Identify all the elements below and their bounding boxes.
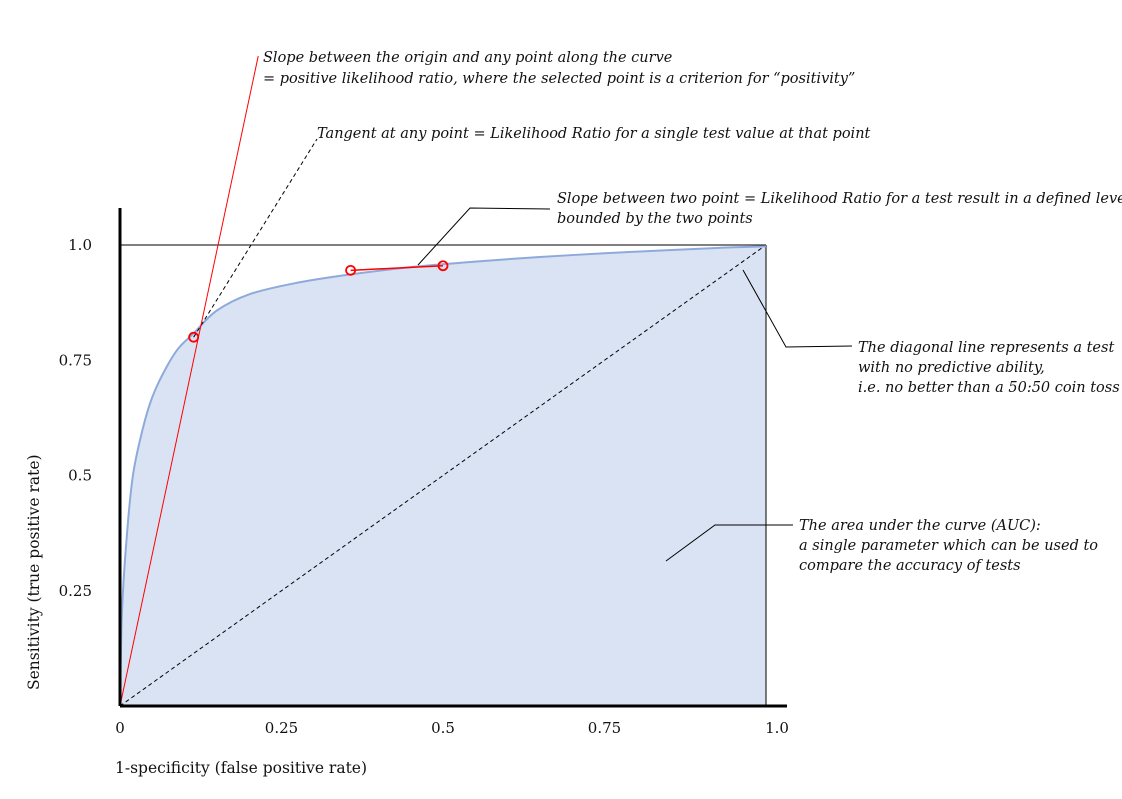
annotation-auc-line-2: a single parameter which can be used to: [799, 538, 1098, 554]
tangent-line: [193, 138, 318, 338]
highlight-point-1: [188, 331, 200, 343]
annotation-diagonal-line-3: i.e. no better than a 50:50 coin toss: [858, 380, 1120, 396]
axes: [118, 208, 787, 708]
plot-area: [119, 55, 767, 707]
annotation-auc-line-3: compare the accuracy of tests: [799, 558, 1021, 574]
annotation-origin-slope-line-2: = positive likelihood ratio, where the s…: [263, 71, 855, 87]
annotation-diagonal-line-1: The diagonal line represents a test: [858, 340, 1114, 356]
y-tick-label: 0.5: [68, 467, 92, 485]
y-tick-label: 0.75: [59, 351, 92, 369]
annotation-diagonal-line-2: with no predictive ability,: [858, 360, 1045, 376]
annotation-two-point-slope-line-2: bounded by the two points: [557, 211, 753, 227]
annotation-origin-slope-line-1: Slope between the origin and any point a…: [263, 50, 672, 66]
annotation-tangent: Tangent at any point = Likelihood Ratio …: [317, 126, 871, 142]
tick-labels: 0 0.25 0.5 0.75 1.0 0.25 0.5 0.75 1.0: [59, 236, 789, 737]
annotation-tangent-line-1: Tangent at any point = Likelihood Ratio …: [317, 126, 871, 142]
annotation-leaders: [417, 207, 853, 562]
annotation-two-point-slope-line-1: Slope between two point = Likelihood Rat…: [557, 191, 1122, 207]
annotation-auc-line-1: The area under the curve (AUC):: [799, 518, 1041, 534]
x-axis-label: 1-specificity (false positive rate): [115, 759, 367, 777]
roc-curve-line: [119, 245, 767, 707]
annotation-auc: The area under the curve (AUC): a single…: [799, 518, 1103, 574]
secant-line: [350, 264, 444, 272]
x-tick-label: 0.25: [265, 719, 298, 737]
x-tick-label: 0: [115, 719, 125, 737]
leader-diagonal: [742, 269, 853, 348]
annotation-diagonal: The diagonal line represents a test with…: [858, 340, 1120, 396]
x-tick-label: 0.75: [588, 719, 621, 737]
origin-slope-line: [119, 55, 259, 707]
y-tick-label: 0.25: [59, 582, 92, 600]
y-axis-label: Sensitivity (true positive rate): [25, 454, 43, 690]
annotation-two-point-slope: Slope between two point = Likelihood Rat…: [557, 191, 1122, 227]
highlight-point-2: [345, 264, 357, 276]
highlight-point-3: [437, 260, 449, 272]
annotation-origin-slope: Slope between the origin and any point a…: [263, 50, 855, 87]
diagonal-chance-line: [119, 244, 767, 707]
leader-auc: [665, 524, 793, 562]
x-tick-label: 0.5: [431, 719, 455, 737]
x-tick-label: 1.0: [765, 719, 789, 737]
y-tick-label: 1.0: [68, 236, 92, 254]
auc-area: [120, 246, 766, 706]
leader-two-point-slope: [417, 207, 551, 266]
